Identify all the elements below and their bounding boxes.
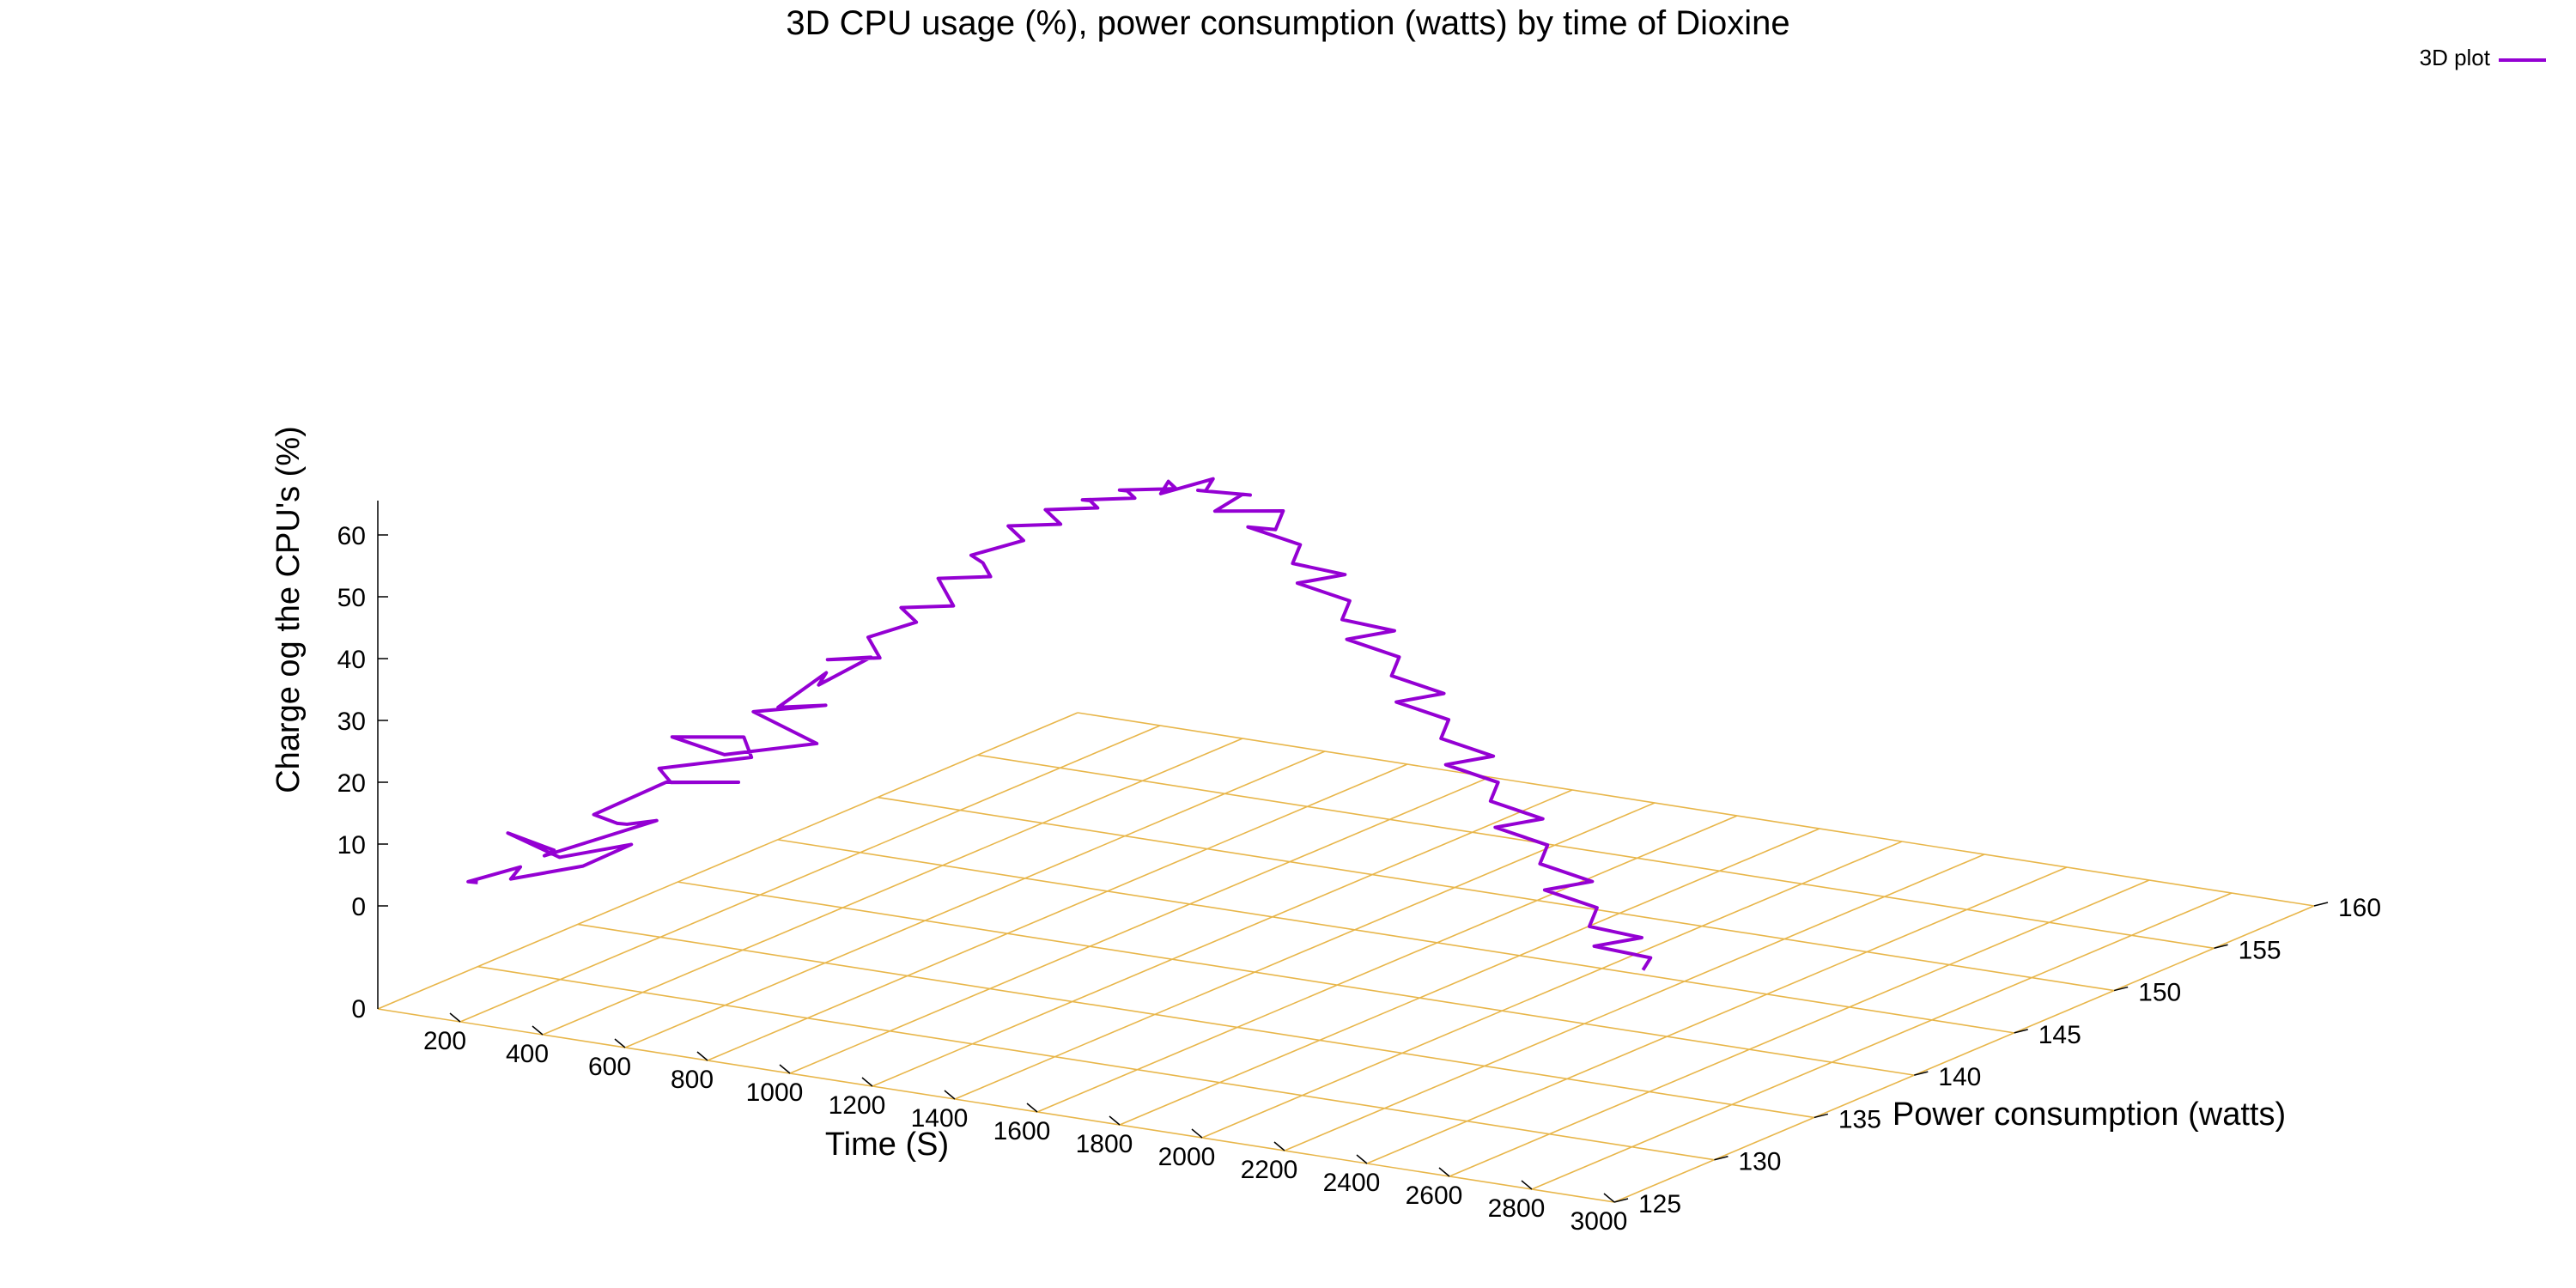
y-tick-mark [1914,1071,1929,1076]
y-tick-mark [1814,1113,1829,1119]
x-tick-mark [449,1012,461,1023]
grid-line-y [577,923,1814,1119]
y-tick-label: 140 [1938,1063,1981,1091]
x-tick-mark [1438,1167,1450,1177]
x-tick-label: 400 [506,1040,549,1068]
origin-tick-label: 0 [351,995,366,1024]
x-tick-mark [944,1090,956,1100]
grid-line-x [1284,854,1985,1151]
z-tick-label: 10 [337,831,366,860]
y-tick-label: 155 [2239,936,2281,964]
x-tick-mark [1191,1128,1203,1139]
x-tick-label: 600 [588,1053,631,1081]
grid-line-x [954,802,1656,1100]
y-tick-label: 135 [1838,1105,1881,1133]
grid-line-x [872,789,1573,1087]
x-tick-label: 200 [423,1027,466,1055]
x-tick-label: 800 [671,1066,714,1094]
grid-line-y [977,754,2215,950]
y-tick-mark [2214,944,2228,950]
x-tick-mark [1603,1193,1615,1203]
x-tick-label: 1600 [993,1117,1051,1145]
grid-line-x [1366,866,2068,1164]
x-tick-label: 2000 [1158,1143,1216,1171]
grid-line-x [1613,905,2315,1203]
x-axis-label: Time (S) [825,1127,949,1163]
y-tick-mark [2014,1029,2028,1034]
x-tick-label: 1000 [746,1078,804,1107]
floor-grid [377,712,2315,1203]
grid-line-y [777,839,2014,1034]
x-tick-mark [1356,1154,1368,1164]
y-tick-label: 130 [1738,1148,1781,1176]
grid-line-x [377,712,1078,1010]
x-tick-mark [1109,1115,1121,1126]
y-tick-label: 150 [2138,979,2181,1007]
x-tick-mark [1273,1141,1285,1151]
series-layer [466,477,1653,971]
z-tick-label: 60 [337,522,366,550]
grid-line-y [878,796,2115,992]
grid-line-x [707,763,1408,1061]
series-line-3d-plot [466,477,1653,971]
x-tick-label: 2800 [1488,1194,1546,1223]
grid-line-x [789,776,1491,1074]
x-tick-mark [532,1025,544,1036]
legend: 3D plot [2420,45,2546,70]
y-tick-label: 160 [2338,894,2381,922]
x-tick-mark [696,1051,708,1061]
grid-line-x [459,725,1161,1023]
y-tick-mark [1714,1155,1728,1161]
x-tick-label: 1800 [1076,1130,1133,1158]
z-tick-label: 20 [337,769,366,798]
z-tick-label: 30 [337,708,366,736]
tick-labels: 200 400 600 800 1000 1200 1400 1600 1800 2000 2200… [337,522,2381,1236]
y-tick-mark [2113,986,2129,992]
x-tick-label: 2200 [1241,1156,1298,1184]
grid-line-y [477,965,1715,1161]
grid-line-x [624,750,1326,1048]
x-tick-mark [779,1064,791,1074]
x-tick-mark [1026,1103,1038,1113]
x-tick-label: 2600 [1406,1182,1463,1210]
legend-label: 3D plot [2420,45,2491,70]
y-tick-label: 125 [1638,1190,1681,1218]
grid-line-y [677,881,1915,1076]
chart-title: 3D CPU usage (%), power consumption (wat… [786,4,1789,42]
grid-line-x [1119,828,1820,1126]
grid-line-x [1449,879,2150,1177]
x-tick-mark [614,1038,626,1048]
z-tick-label: 40 [337,646,366,674]
x-tick-label: 3000 [1571,1207,1628,1236]
y-tick-mark [1613,1198,1629,1203]
grid-line-x [1201,841,1903,1139]
x-tick-label: 2400 [1323,1169,1381,1197]
z-axis-label: Charge og the CPU's (%) [270,426,307,793]
grid-line-y [1077,712,2315,907]
z-tick-label: 50 [337,584,366,612]
x-tick-label: 1200 [829,1091,886,1120]
y-tick-label: 145 [2038,1021,2081,1049]
grid-line-x [1531,892,2233,1190]
grid-line-y [377,1008,1615,1203]
y-tick-mark [2313,902,2329,907]
x-tick-mark [1521,1180,1533,1190]
grid-line-x [542,738,1243,1036]
grid-line-x [1036,815,1738,1113]
x-tick-mark [861,1077,873,1087]
z-tick-label: 0 [351,893,366,921]
x-tick-label: 1400 [911,1104,969,1133]
y-axis-label: Power consumption (watts) [1893,1097,2286,1133]
